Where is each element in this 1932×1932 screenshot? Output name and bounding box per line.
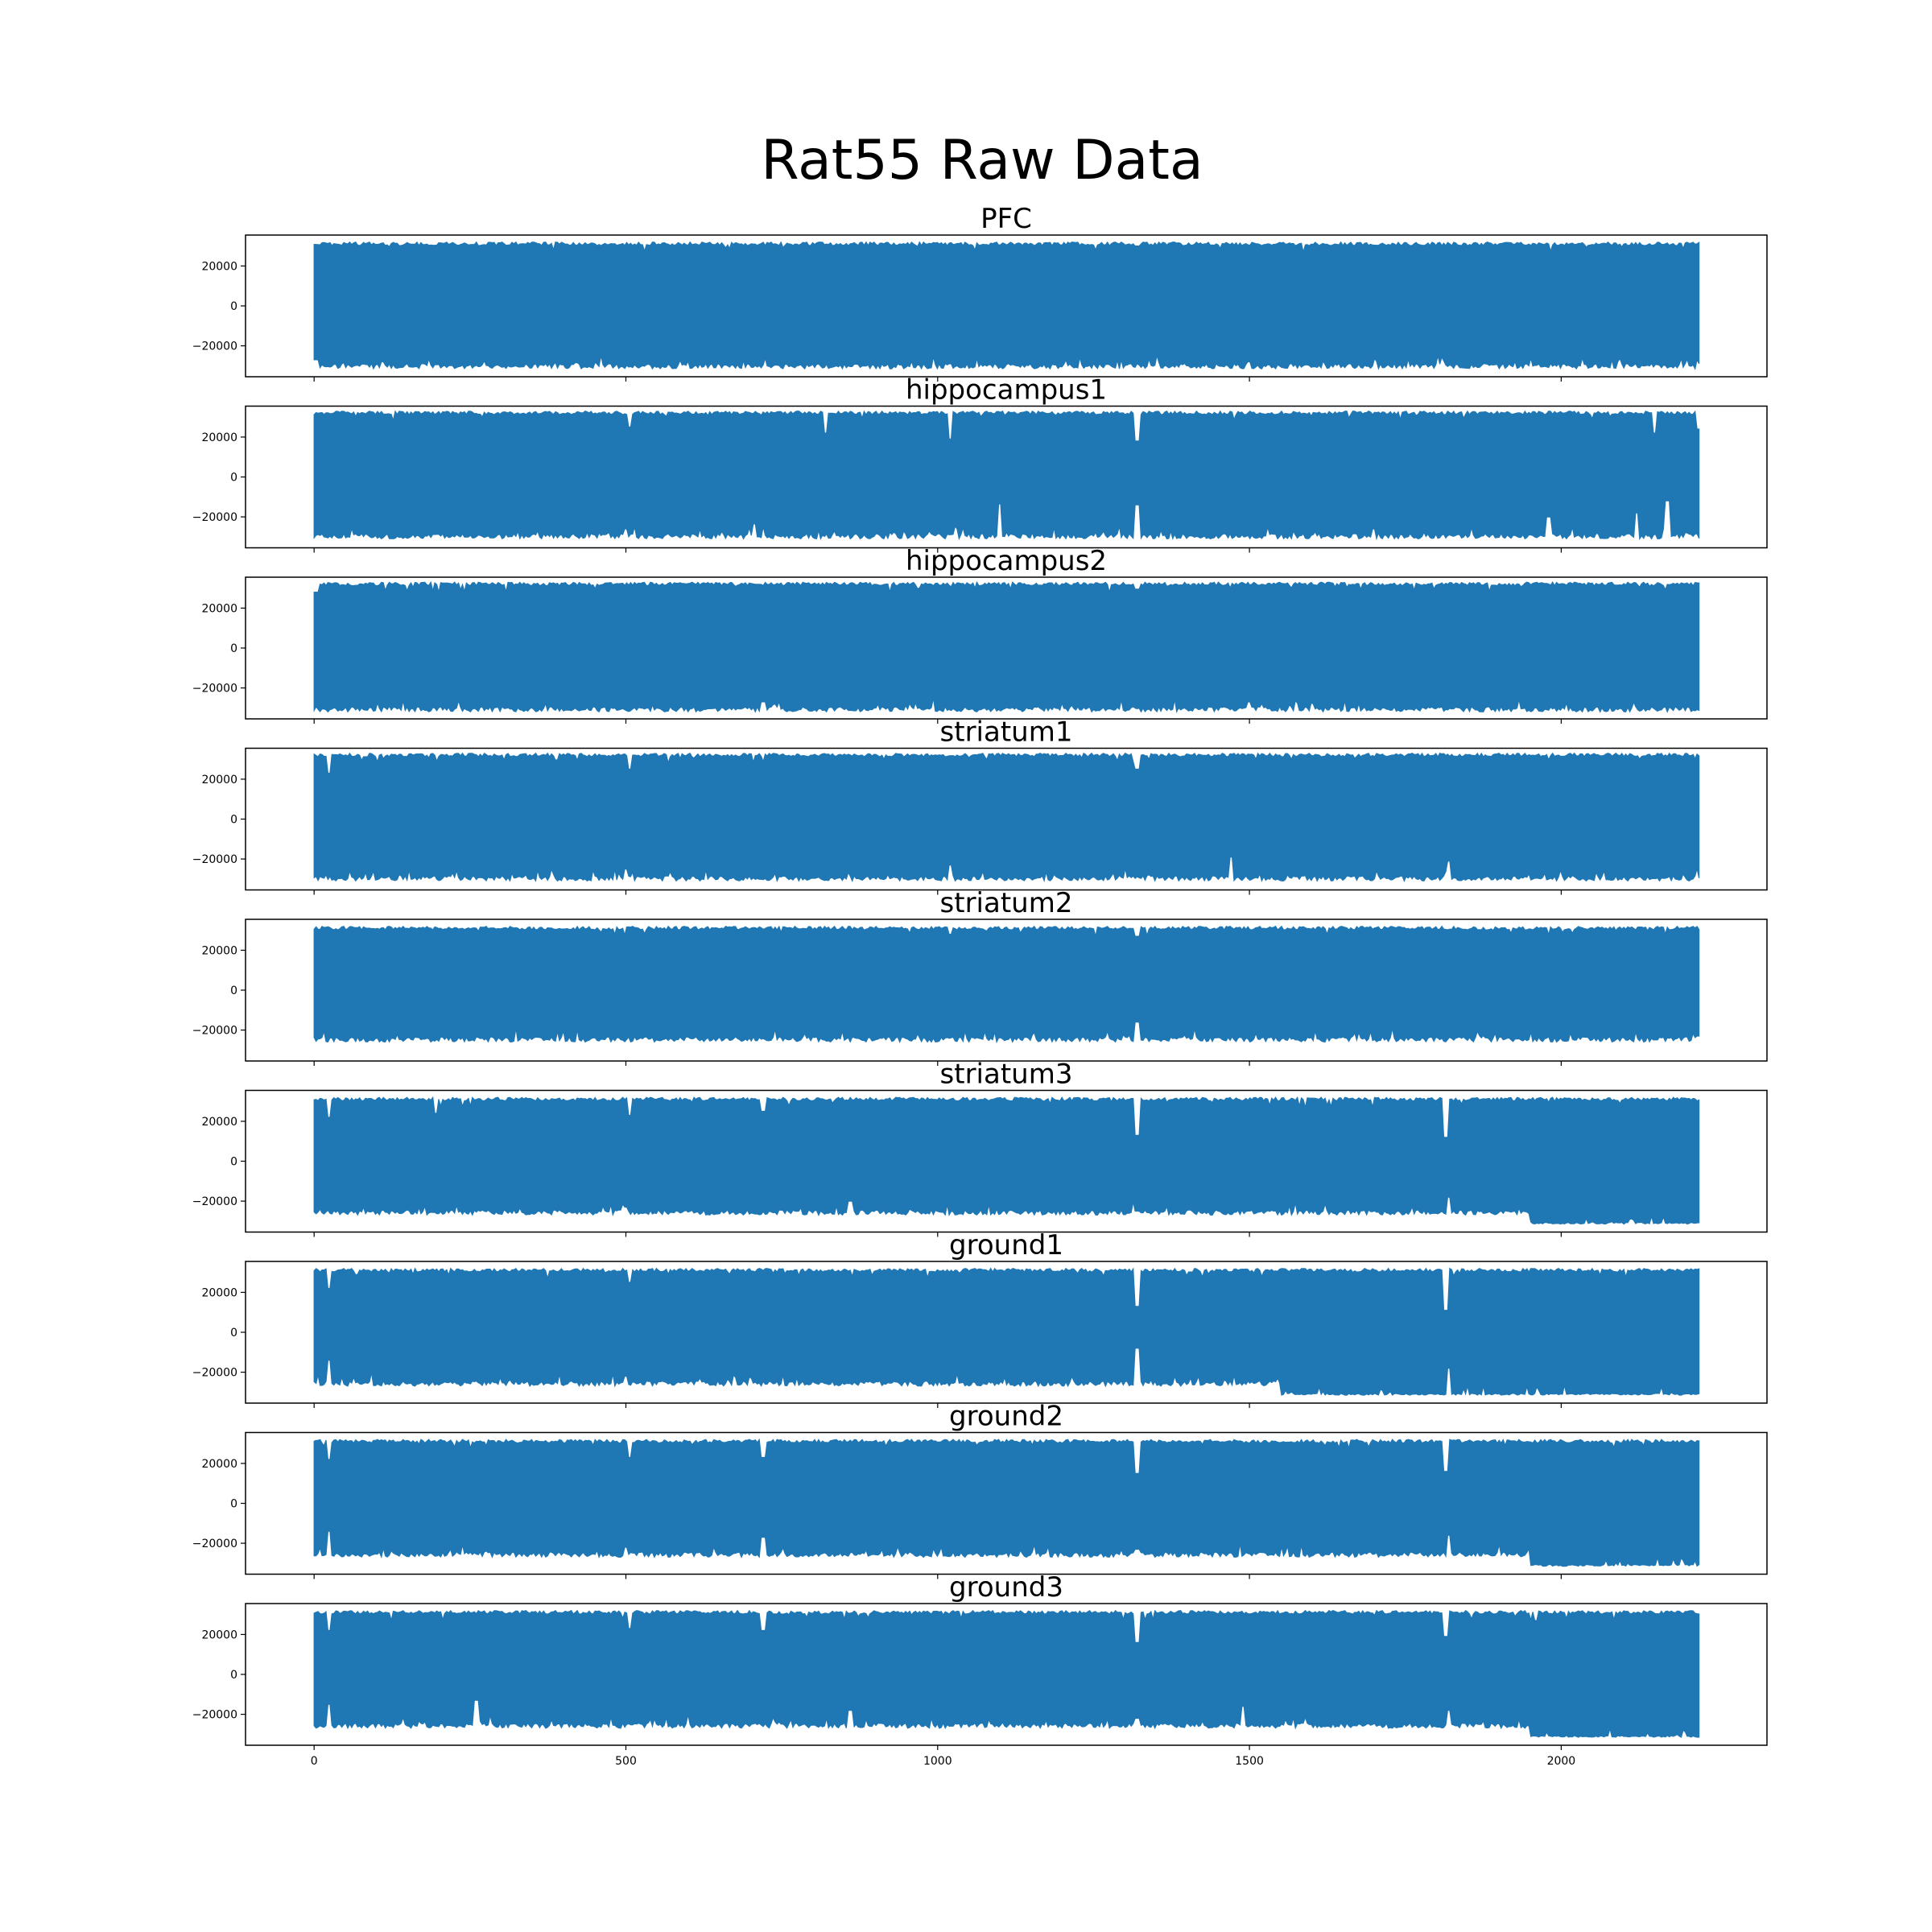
subplot-hippocampus2: hippocampus2 −20000 0 20000 — [192, 545, 1768, 724]
y-tick-label-striatum3-0: −20000 — [192, 1195, 237, 1208]
y-tick-label-ground1-0: −20000 — [192, 1367, 237, 1380]
subplot-striatum1: striatum1 −20000 0 20000 — [192, 716, 1768, 895]
y-tick-label-pfc-2: 20000 — [201, 260, 237, 273]
subplot-pfc: PFC −20000 0 20000 — [192, 203, 1768, 382]
subplot-ground2: ground2 −20000 0 20000 — [192, 1401, 1768, 1579]
figure-suptitle: Rat55 Raw Data — [761, 129, 1203, 192]
y-tick-label-ground2-1: 0 — [230, 1498, 237, 1511]
y-tick-label-hippocampus2-0: −20000 — [192, 683, 237, 696]
y-tick-label-striatum3-1: 0 — [230, 1156, 237, 1169]
signal-trace-hippocampus1 — [313, 410, 1700, 541]
x-tick-label-4: 2000 — [1547, 1755, 1576, 1768]
subplot-striatum2: striatum2 −20000 0 20000 — [192, 887, 1768, 1066]
subplot-striatum3: striatum3 −20000 0 20000 — [192, 1059, 1768, 1237]
subplot-ground1: ground1 −20000 0 20000 — [192, 1229, 1768, 1408]
y-tick-label-ground1-2: 20000 — [201, 1286, 237, 1299]
panel-title-ground1: ground1 — [949, 1229, 1063, 1261]
signal-trace-pfc — [313, 241, 1700, 370]
y-tick-label-hippocampus2-1: 0 — [230, 642, 237, 655]
signal-trace-ground3 — [313, 1609, 1700, 1738]
subplot-ground3: ground3 −20000 0 20000 0 500 1000 1500 2000 — [192, 1571, 1768, 1768]
y-tick-label-hippocampus1-2: 20000 — [201, 431, 237, 444]
panel-title-striatum1: striatum1 — [940, 716, 1073, 749]
signal-trace-striatum2 — [313, 925, 1700, 1044]
subplots: PFC−20000020000hippocampus1−20000020000h… — [192, 203, 1768, 1768]
y-tick-label-ground3-0: −20000 — [192, 1709, 237, 1722]
panel-title-hippocampus2: hippocampus2 — [906, 545, 1107, 577]
y-tick-label-striatum2-1: 0 — [230, 985, 237, 997]
panel-title-striatum3: striatum3 — [940, 1059, 1073, 1091]
signal-trace-striatum1 — [313, 752, 1700, 883]
y-tick-label-hippocampus1-0: −20000 — [192, 511, 237, 524]
panel-title-striatum2: striatum2 — [940, 887, 1073, 919]
x-tick-label-0: 0 — [311, 1755, 318, 1768]
y-tick-label-ground2-2: 20000 — [201, 1458, 237, 1471]
signal-trace-hippocampus2 — [313, 580, 1700, 713]
y-tick-label-ground2-0: −20000 — [192, 1538, 237, 1550]
panel-title-pfc: PFC — [980, 203, 1032, 235]
signal-trace-ground1 — [313, 1267, 1700, 1396]
x-tick-label-1: 500 — [615, 1755, 637, 1768]
panel-title-hippocampus1: hippocampus1 — [906, 374, 1107, 407]
panel-title-ground2: ground2 — [949, 1401, 1063, 1433]
panel-title-ground3: ground3 — [949, 1571, 1063, 1604]
y-tick-label-ground3-1: 0 — [230, 1669, 237, 1682]
y-tick-label-striatum2-0: −20000 — [192, 1025, 237, 1038]
signal-trace-striatum3 — [313, 1096, 1700, 1225]
y-tick-label-striatum1-1: 0 — [230, 814, 237, 827]
y-tick-label-pfc-1: 0 — [230, 300, 237, 313]
y-tick-label-striatum1-0: −20000 — [192, 853, 237, 866]
y-tick-label-striatum3-2: 20000 — [201, 1116, 237, 1129]
signal-trace-ground2 — [313, 1438, 1700, 1567]
x-tick-label-2: 1000 — [923, 1755, 952, 1768]
y-tick-label-ground3-2: 20000 — [201, 1629, 237, 1641]
x-tick-label-3: 1500 — [1235, 1755, 1264, 1768]
y-tick-label-striatum1-2: 20000 — [201, 774, 237, 786]
y-tick-label-pfc-0: −20000 — [192, 341, 237, 353]
subplot-hippocampus1: hippocampus1 −20000 0 20000 — [192, 374, 1768, 553]
y-tick-label-ground1-1: 0 — [230, 1327, 237, 1340]
y-tick-label-striatum2-2: 20000 — [201, 944, 237, 957]
y-tick-label-hippocampus1-1: 0 — [230, 472, 237, 485]
y-tick-label-hippocampus2-2: 20000 — [201, 602, 237, 615]
